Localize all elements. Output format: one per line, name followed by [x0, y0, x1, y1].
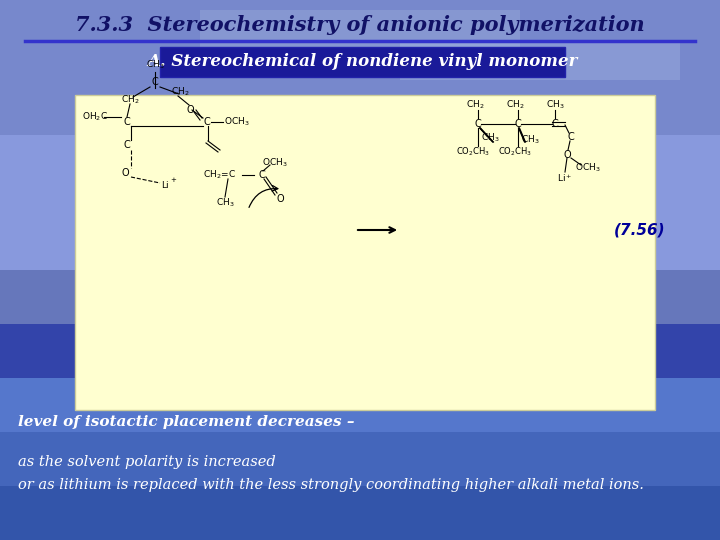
Text: A. Stereochemical of nondiene vinyl monomer: A. Stereochemical of nondiene vinyl mono… — [147, 53, 577, 71]
Text: C: C — [552, 119, 559, 129]
Text: $\mathregular{CH_3}$: $\mathregular{CH_3}$ — [481, 132, 499, 144]
Text: $\mathregular{OCH_3}$: $\mathregular{OCH_3}$ — [262, 157, 288, 169]
Text: $\mathregular{CH_3}$: $\mathregular{CH_3}$ — [145, 59, 164, 71]
Text: $\mathregular{CH_2}$: $\mathregular{CH_2}$ — [466, 99, 485, 111]
Bar — [0, 486, 720, 540]
Bar — [0, 135, 720, 270]
Text: level of isotactic placement decreases –: level of isotactic placement decreases – — [18, 415, 354, 429]
Bar — [0, 270, 720, 405]
Text: C: C — [204, 117, 210, 127]
Text: C: C — [515, 119, 521, 129]
Bar — [0, 324, 720, 378]
Text: or as lithium is replaced with the less strongly coordinating higher alkali meta: or as lithium is replaced with the less … — [18, 478, 644, 492]
Text: +: + — [170, 177, 176, 183]
Text: O: O — [276, 194, 284, 204]
Text: $\mathregular{CH_3}$: $\mathregular{CH_3}$ — [216, 197, 234, 209]
Bar — [0, 0, 720, 135]
Bar — [0, 378, 720, 432]
Text: $\mathregular{OCH_3}$: $\mathregular{OCH_3}$ — [575, 162, 601, 174]
Text: $\mathregular{CH_2\!=\!C}$: $\mathregular{CH_2\!=\!C}$ — [203, 168, 237, 181]
Text: $\mathregular{OCH_3}$: $\mathregular{OCH_3}$ — [224, 116, 250, 128]
Text: C: C — [474, 119, 482, 129]
Bar — [160, 47, 565, 77]
Text: $\mathregular{CO_2CH_3}$: $\mathregular{CO_2CH_3}$ — [498, 146, 532, 158]
Text: 7.3.3  Stereochemistry of anionic polymerization: 7.3.3 Stereochemistry of anionic polymer… — [75, 15, 645, 35]
Bar — [0, 405, 720, 540]
Text: $\mathregular{CH_2}$: $\mathregular{CH_2}$ — [171, 86, 189, 98]
Text: as the solvent polarity is increased: as the solvent polarity is increased — [18, 455, 276, 469]
Text: $\mathregular{CH_2}$: $\mathregular{CH_2}$ — [505, 99, 524, 111]
Text: O: O — [186, 105, 194, 115]
Text: (7.56): (7.56) — [614, 222, 666, 238]
Bar — [0, 432, 720, 486]
Text: $\mathregular{Li^+}$: $\mathregular{Li^+}$ — [557, 172, 572, 184]
Bar — [75, 95, 655, 410]
Bar — [400, 40, 680, 80]
Text: C: C — [124, 140, 130, 150]
Text: C: C — [567, 132, 575, 142]
Text: Li: Li — [161, 181, 168, 191]
Text: $\mathregular{CH_3}$: $\mathregular{CH_3}$ — [521, 134, 539, 146]
Text: O: O — [121, 168, 129, 178]
Text: C: C — [258, 170, 266, 180]
Text: $\mathregular{OH_2C}$: $\mathregular{OH_2C}$ — [82, 111, 108, 123]
Text: $\mathregular{CH_3}$: $\mathregular{CH_3}$ — [546, 99, 564, 111]
Bar — [200, 10, 520, 60]
Text: $\mathregular{CH_2}$: $\mathregular{CH_2}$ — [121, 94, 139, 106]
Text: C: C — [124, 117, 130, 127]
Text: C: C — [152, 77, 158, 87]
Text: O: O — [563, 150, 571, 160]
Text: $\mathregular{CO_2CH_3}$: $\mathregular{CO_2CH_3}$ — [456, 146, 490, 158]
